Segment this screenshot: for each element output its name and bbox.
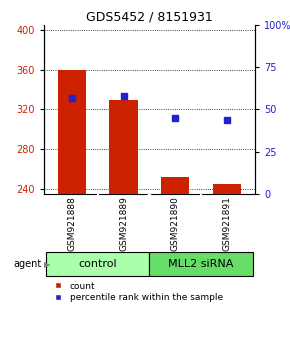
Bar — [161, 177, 189, 194]
Text: MLL2 siRNA: MLL2 siRNA — [168, 259, 234, 269]
Text: GSM921890: GSM921890 — [171, 196, 180, 251]
Bar — [109, 99, 138, 194]
Text: GSM921891: GSM921891 — [222, 196, 231, 251]
Bar — [213, 184, 241, 194]
Title: GDS5452 / 8151931: GDS5452 / 8151931 — [86, 11, 213, 24]
Text: GSM921889: GSM921889 — [119, 196, 128, 251]
Bar — [149, 252, 253, 276]
Text: agent: agent — [14, 259, 42, 269]
Text: ▶: ▶ — [44, 260, 50, 269]
Text: GSM921888: GSM921888 — [67, 196, 76, 251]
Bar — [58, 70, 86, 194]
Text: control: control — [78, 259, 117, 269]
Legend: count, percentile rank within the sample: count, percentile rank within the sample — [48, 281, 224, 303]
Bar — [46, 252, 149, 276]
